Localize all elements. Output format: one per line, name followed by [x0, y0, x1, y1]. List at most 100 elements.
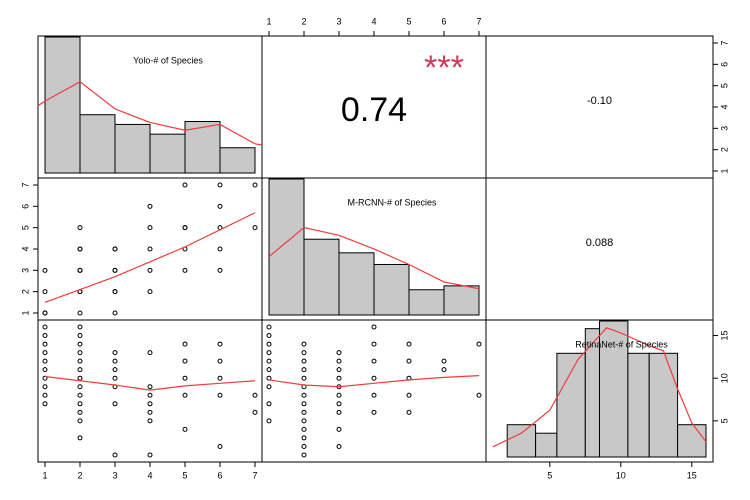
- y-axis-row2-tick-label: 1: [20, 310, 30, 315]
- scatter-point: [301, 401, 307, 407]
- scatter-point: [112, 267, 118, 273]
- scatter-point: [147, 225, 153, 231]
- x-axis-col2-tick-label: 7: [476, 16, 481, 26]
- x-axis-col3-tick-label: 10: [616, 470, 626, 480]
- density-curve: [268, 226, 480, 290]
- y-axis-row1-tick-label: 1: [719, 168, 729, 173]
- scatter-point: [301, 367, 307, 373]
- scatter-point: [266, 418, 272, 424]
- scatter-point: [42, 350, 48, 356]
- scatter-point: [42, 324, 48, 330]
- density-curve: [38, 80, 262, 146]
- scatter-point: [217, 443, 223, 449]
- y-axis-row1-tick-label: 3: [719, 126, 729, 131]
- scatter-point: [217, 375, 223, 381]
- scatter-point: [301, 418, 307, 424]
- scatter-point: [252, 225, 258, 231]
- scatter-point: [77, 225, 83, 231]
- x-axis-col2-tick-label: 2: [301, 16, 306, 26]
- x-axis-col1-tick-label: 5: [182, 470, 187, 480]
- scatter-point: [77, 392, 83, 398]
- scatter-point: [147, 267, 153, 273]
- histogram-bar: [373, 263, 410, 316]
- retinanet-vs-m-rcnn-trend-line: [268, 375, 480, 388]
- scatter-point: [77, 350, 83, 356]
- correlation-value: 0.088: [586, 237, 614, 249]
- scatter-point: [406, 409, 412, 415]
- scatter-point: [77, 384, 83, 390]
- histogram-bar: [535, 432, 558, 458]
- histogram-bar: [677, 424, 707, 458]
- scatter-point: [301, 392, 307, 398]
- scatter-point: [266, 367, 272, 373]
- scatter-point: [217, 182, 223, 188]
- histogram-bar: [627, 352, 650, 458]
- scatter-point: [252, 409, 258, 415]
- scatter-point: [301, 426, 307, 432]
- scatter-point: [77, 267, 83, 273]
- scatter-point: [147, 392, 153, 398]
- panel-frame-2-0: [37, 319, 263, 463]
- histogram-bar: [219, 147, 256, 174]
- scatter-point: [182, 358, 188, 364]
- scatter-point: [77, 375, 83, 381]
- scatter-point: [371, 358, 377, 364]
- y-axis-row1-tick-label: 5: [719, 83, 729, 88]
- x-axis-col1-tick-label: 6: [217, 470, 222, 480]
- panel-frame-2-1: [261, 319, 487, 463]
- scatter-point: [112, 350, 118, 356]
- scatter-point: [301, 350, 307, 356]
- scatter-point: [266, 324, 272, 330]
- scatter-point: [112, 246, 118, 252]
- scatter-point: [147, 401, 153, 407]
- y-axis-row2-tick-label: 5: [20, 225, 30, 230]
- significance-stars: ***: [424, 49, 464, 87]
- y-axis-row2-tick-label: 7: [20, 182, 30, 187]
- retinanet-vs-yolo-trend-line: [44, 375, 256, 391]
- scatter-point: [42, 358, 48, 364]
- x-axis-col2-tick-label: 1: [266, 16, 271, 26]
- scatter-point: [266, 350, 272, 356]
- scatter-point: [77, 401, 83, 407]
- panel-frame-1-2: [485, 177, 714, 321]
- scatter-point: [371, 392, 377, 398]
- scatter-point: [77, 418, 83, 424]
- panel-frame-0-2: [485, 35, 714, 179]
- scatter-point: [77, 435, 83, 441]
- scatter-point: [301, 358, 307, 364]
- scatter-point: [112, 401, 118, 407]
- scatter-point: [217, 246, 223, 252]
- scatter-point: [336, 409, 342, 415]
- y-axis-row2-tick-label: 3: [20, 268, 30, 273]
- scatter-point: [301, 409, 307, 415]
- scatter-point: [371, 375, 377, 381]
- scatter-point: [301, 341, 307, 347]
- scatter-point: [217, 358, 223, 364]
- scatter-point: [476, 392, 482, 398]
- m-rcnn-vs-yolo-trend-line: [44, 212, 256, 303]
- y-axis-row1-tick-label: 2: [719, 147, 729, 152]
- y-axis-row3-tick-label: 10: [719, 373, 729, 383]
- scatter-point: [147, 418, 153, 424]
- scatter-point: [301, 435, 307, 441]
- scatter-point: [266, 401, 272, 407]
- scatter-point: [147, 289, 153, 295]
- scatter-point: [182, 375, 188, 381]
- variable-label: M-RCNN-# of Species: [347, 197, 437, 207]
- histogram-bar: [648, 352, 679, 458]
- scatter-point: [217, 392, 223, 398]
- y-axis-row2-tick-label: 6: [20, 204, 30, 209]
- scatter-point: [112, 367, 118, 373]
- scatter-point: [112, 289, 118, 295]
- scatter-point: [266, 384, 272, 390]
- scatter-point: [42, 289, 48, 295]
- scatter-point: [147, 203, 153, 209]
- x-axis-col2-tick-label: 5: [406, 16, 411, 26]
- scatter-point: [147, 409, 153, 415]
- scatter-point: [112, 358, 118, 364]
- scatter-point: [182, 392, 188, 398]
- y-axis-row1-tick-label: 4: [719, 104, 729, 109]
- scatter-point: [441, 367, 447, 373]
- scatter-point: [42, 392, 48, 398]
- scatter-point: [77, 333, 83, 339]
